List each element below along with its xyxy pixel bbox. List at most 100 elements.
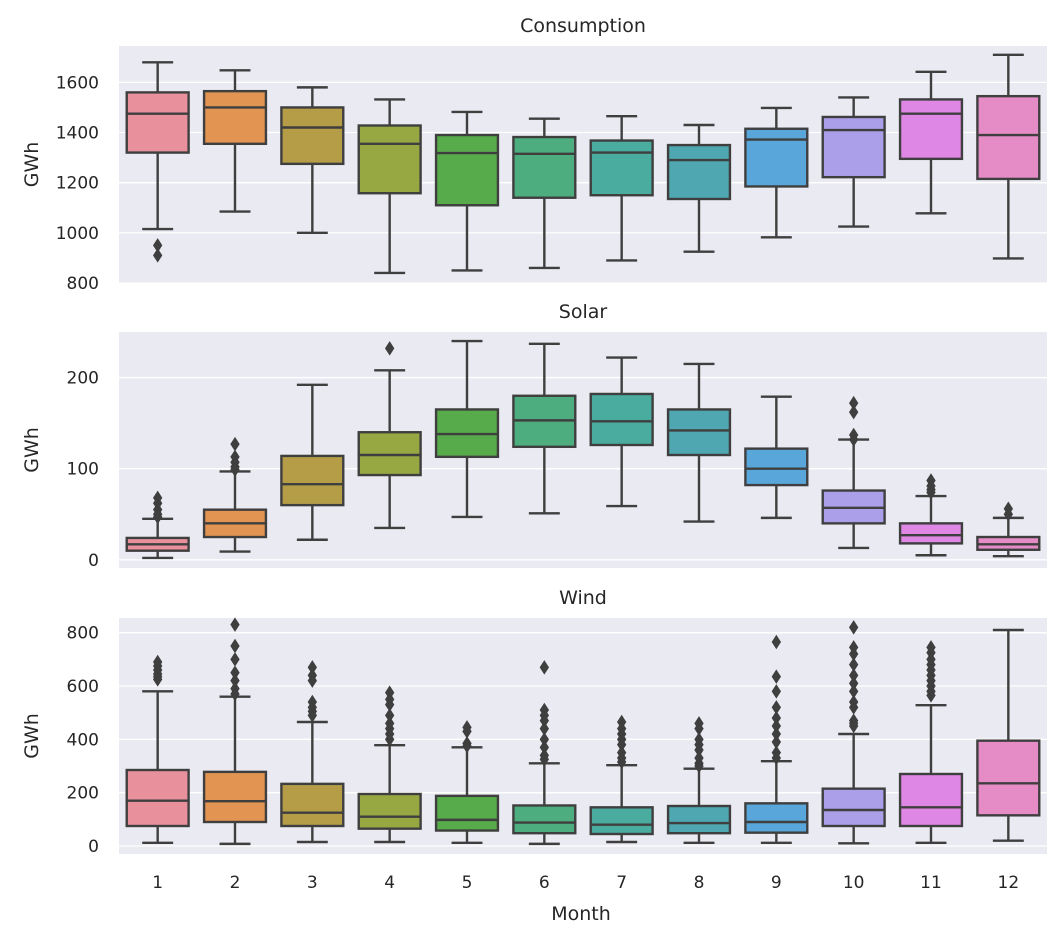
outlier-point [848, 718, 859, 734]
box-month-2 [202, 436, 268, 553]
box-month-7 [589, 356, 654, 508]
outlier-point [230, 462, 240, 477]
x-tick-label: 12 [998, 873, 1020, 893]
y-tick-label: 200 [67, 369, 99, 389]
box-month-6 [512, 117, 577, 270]
panel-title: Wind [559, 587, 607, 609]
box-month-4 [357, 685, 422, 844]
iqr-box [666, 143, 732, 201]
iqr-box [744, 802, 809, 834]
outlier-point [771, 669, 782, 684]
outlier-point [771, 634, 782, 650]
iqr-box [280, 106, 345, 166]
outlier-point [694, 758, 704, 774]
box-month-9 [744, 634, 809, 844]
box-month-2 [202, 617, 268, 846]
y-axis-label: GWh [21, 713, 43, 759]
panel-solar: 0 100 200 Solar GWh [21, 301, 1047, 571]
outlier-point [307, 673, 318, 688]
iqr-box [202, 89, 268, 146]
box-month-10 [821, 395, 886, 550]
y-tick-label: 1200 [56, 174, 99, 194]
iqr-box [821, 787, 886, 828]
iqr-box [434, 133, 500, 207]
box-month-12 [976, 628, 1041, 842]
outlier-point [152, 672, 163, 687]
iqr-box [744, 127, 809, 188]
box-month-3 [280, 660, 345, 844]
outlier-point [1003, 507, 1014, 522]
iqr-box [589, 806, 654, 836]
x-tick-label: 1 [152, 873, 163, 893]
iqr-box [125, 91, 190, 154]
x-tick-label: 4 [384, 873, 395, 893]
box-month-11 [898, 473, 964, 557]
y-tick-label: 600 [67, 677, 99, 697]
box-month-5 [434, 720, 500, 844]
iqr-box [357, 431, 422, 477]
iqr-box [357, 792, 422, 830]
iqr-box [821, 115, 886, 179]
y-tick-label: 100 [67, 460, 99, 480]
iqr-box [357, 124, 422, 195]
box-month-11 [898, 640, 964, 844]
box-month-4 [357, 98, 422, 275]
outlier-point [616, 754, 627, 770]
box-month-5 [434, 339, 500, 519]
box-month-8 [666, 123, 732, 253]
x-tick-label: 5 [462, 873, 473, 893]
x-tick-label: 9 [771, 873, 782, 893]
iqr-box [280, 454, 345, 507]
x-tick-label: 3 [307, 873, 318, 893]
iqr-box [589, 139, 654, 197]
y-tick-label: 400 [67, 730, 99, 750]
box-month-1 [125, 61, 190, 263]
box-month-10 [821, 620, 886, 845]
box-month-2 [202, 69, 268, 213]
outlier-point [771, 684, 782, 699]
outlier-point [848, 404, 859, 420]
y-tick-label: 0 [88, 551, 99, 571]
iqr-box [512, 804, 577, 835]
outlier-point [152, 248, 163, 263]
outlier-point [848, 620, 859, 635]
panel-title: Consumption [520, 15, 646, 37]
y-tick-label: 1400 [56, 124, 99, 144]
x-axis-label-month: Month [551, 903, 611, 925]
box-month-4 [357, 341, 422, 530]
outlier-point [771, 750, 782, 766]
outlier-point [848, 432, 859, 447]
y-axis-label: GWh [21, 142, 43, 188]
outlier-point [230, 617, 240, 632]
box-month-8 [666, 716, 732, 844]
box-month-12 [976, 53, 1041, 260]
outlier-point [926, 688, 936, 703]
box-month-6 [512, 342, 577, 515]
x-tick-label: 6 [539, 873, 550, 893]
iqr-box [280, 782, 345, 828]
box-month-3 [280, 86, 345, 235]
iqr-box [744, 447, 809, 487]
y-tick-label: 1000 [56, 224, 99, 244]
iqr-box [666, 804, 732, 835]
box-month-1 [125, 490, 190, 560]
y-axis-label: GWh [21, 427, 43, 473]
box-month-7 [589, 115, 654, 262]
y-tick-label: 800 [67, 624, 99, 644]
iqr-box [589, 392, 654, 447]
y-tick-label: 0 [88, 837, 99, 857]
panel-background [119, 46, 1047, 283]
x-tick-label: 7 [616, 873, 627, 893]
outlier-point [152, 509, 163, 525]
iqr-box [976, 739, 1041, 817]
outlier-point [539, 660, 550, 675]
box-month-12 [976, 501, 1041, 558]
outlier-point [307, 708, 318, 723]
outlier-point [539, 752, 550, 767]
box-month-1 [125, 654, 190, 844]
panel-background [119, 332, 1047, 568]
outlier-point [384, 341, 395, 356]
box-month-8 [666, 362, 732, 523]
